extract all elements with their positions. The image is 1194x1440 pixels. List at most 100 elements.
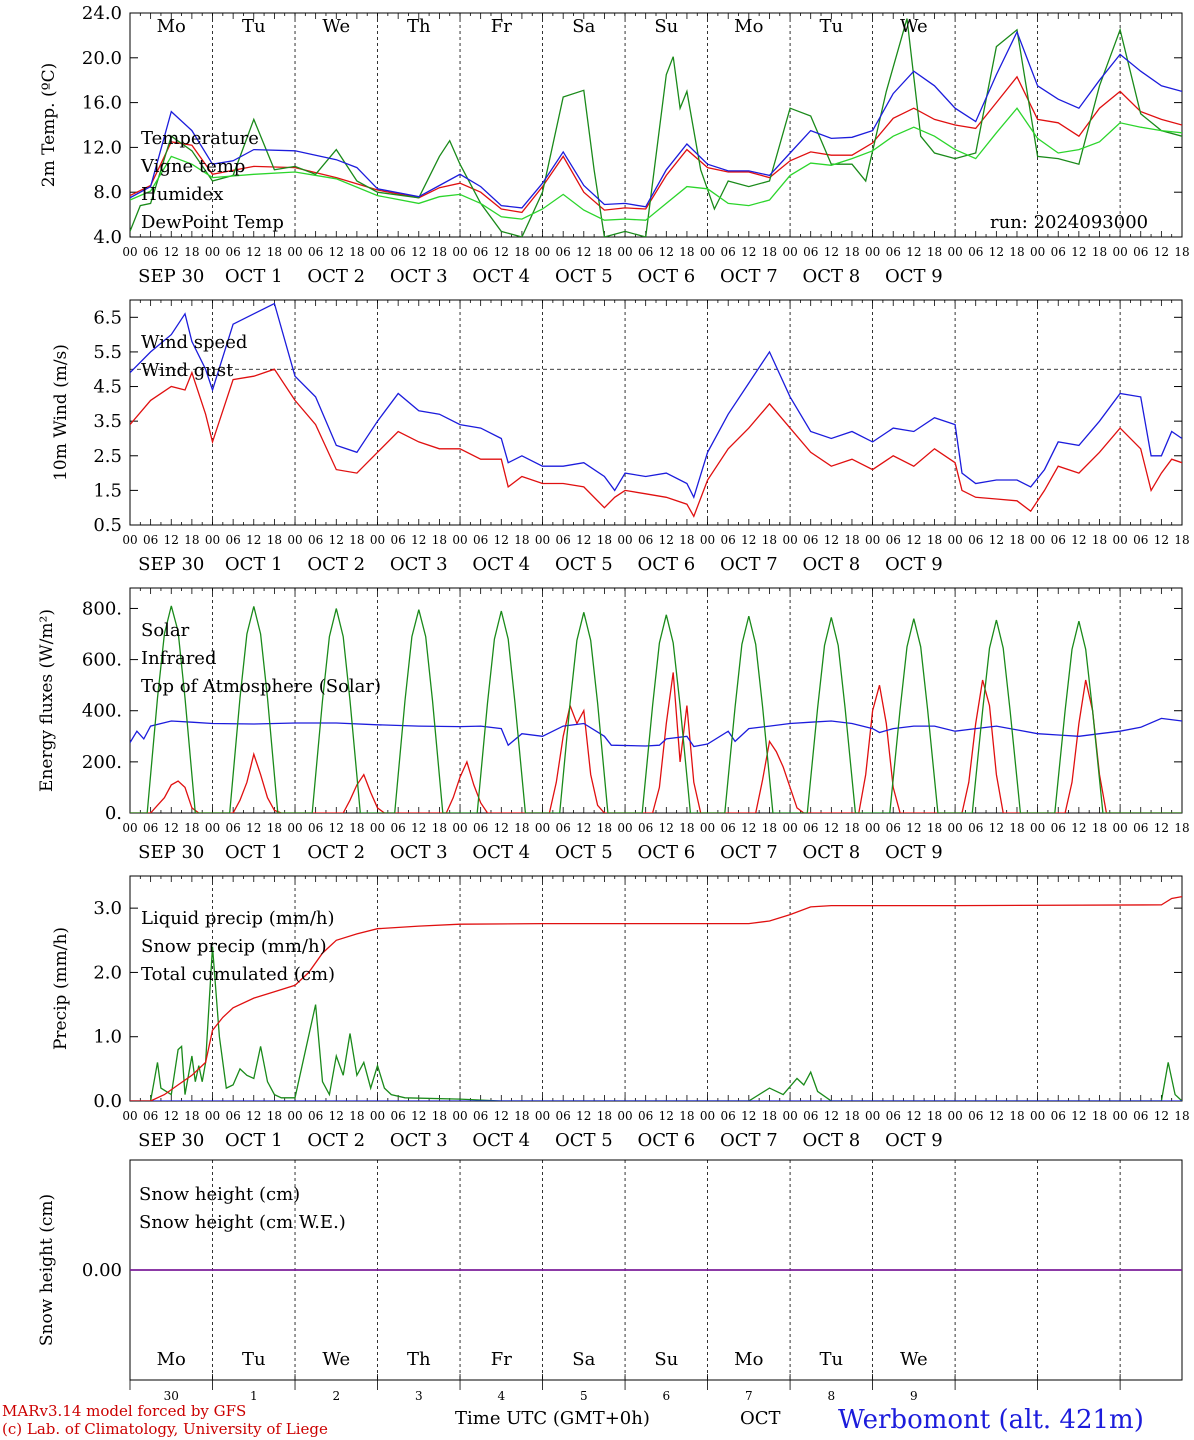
hour-tick-label: 18 (679, 245, 694, 259)
hour-tick-label: 18 (927, 533, 942, 547)
day-name-top: Tu (820, 16, 844, 37)
date-label: OCT 1 (225, 1130, 283, 1151)
date-label: OCT 6 (637, 266, 695, 287)
hour-tick-label: 00 (617, 821, 632, 835)
hour-tick-label: 18 (762, 533, 777, 547)
hour-tick-label: 18 (762, 1109, 777, 1123)
y-axis-label: Snow height (cm) (37, 1194, 57, 1346)
hour-tick-label: 06 (1133, 1109, 1148, 1123)
hour-tick-label: 12 (1154, 533, 1169, 547)
hour-tick-label: 12 (164, 533, 179, 547)
hour-tick-label: 06 (638, 821, 653, 835)
date-label: OCT 5 (555, 842, 613, 863)
day-number: 5 (580, 1389, 588, 1403)
date-label: OCT 2 (307, 1130, 365, 1151)
hour-tick-label: 12 (164, 1109, 179, 1123)
date-label: OCT 6 (637, 842, 695, 863)
hour-tick-label: 18 (267, 245, 282, 259)
date-label: SEP 30 (138, 1130, 204, 1151)
date-label: OCT 3 (390, 266, 448, 287)
hour-tick-label: 12 (906, 1109, 921, 1123)
hour-tick-label: 12 (494, 821, 509, 835)
hour-tick-label: 18 (844, 533, 859, 547)
hour-tick-label: 12 (411, 821, 426, 835)
day-name-top: Tu (242, 16, 266, 37)
hour-tick-label: 00 (205, 1109, 220, 1123)
hour-tick-label: 12 (741, 1109, 756, 1123)
hour-tick-label: 06 (1133, 821, 1148, 835)
hour-tick-label: 06 (803, 533, 818, 547)
hour-tick-label: 00 (122, 245, 137, 259)
y-axis-label: 10m Wind (m/s) (51, 344, 71, 481)
hour-tick-label: 00 (535, 245, 550, 259)
hour-tick-label: 06 (391, 533, 406, 547)
date-label: OCT 4 (472, 842, 530, 863)
footer-model: MARv3.14 model forced by GFS (2, 1402, 246, 1420)
hour-tick-label: 00 (947, 821, 962, 835)
hour-tick-label: 00 (700, 533, 715, 547)
footer-lab: (c) Lab. of Climatology, University of L… (2, 1420, 328, 1438)
date-label: OCT 4 (472, 266, 530, 287)
legend-solar: Solar (141, 620, 190, 641)
y-tick-label: 4.5 (93, 377, 122, 398)
date-label: OCT 8 (802, 1130, 860, 1151)
hour-tick-label: 00 (287, 1109, 302, 1123)
series-line-top-of-atmosphere-solar- (130, 605, 1182, 813)
y-tick-label: 4.0 (93, 227, 122, 248)
hour-tick-label: 00 (452, 821, 467, 835)
hour-tick-label: 12 (659, 821, 674, 835)
hour-tick-label: 00 (535, 821, 550, 835)
date-label: OCT 7 (720, 554, 778, 575)
hour-tick-label: 18 (1092, 533, 1107, 547)
y-tick-label: 0. (105, 803, 122, 824)
hour-tick-label: 12 (989, 1109, 1004, 1123)
date-label: OCT 9 (885, 266, 943, 287)
hour-tick-label: 12 (824, 1109, 839, 1123)
panel-frame (129, 587, 1183, 814)
hour-tick-label: 12 (1154, 245, 1169, 259)
series-line-liquid-precip-mm-h- (130, 946, 1182, 1101)
hour-tick-label: 00 (700, 821, 715, 835)
hour-tick-label: 06 (473, 821, 488, 835)
date-label: OCT 7 (720, 842, 778, 863)
legend-wind-speed: Wind speed (141, 332, 247, 353)
hour-tick-label: 06 (308, 821, 323, 835)
legend-top-of-atmosphere-solar-: Top of Atmosphere (Solar) (141, 676, 381, 697)
y-tick-label: 2.0 (93, 962, 122, 983)
station-label: Werbomont (alt. 421m) (838, 1405, 1144, 1435)
hour-tick-label: 18 (844, 1109, 859, 1123)
hour-tick-label: 00 (205, 821, 220, 835)
y-tick-label: 1.0 (93, 1027, 122, 1048)
hour-tick-label: 18 (1009, 533, 1024, 547)
hour-tick-label: 06 (225, 821, 240, 835)
y-tick-label: 600. (82, 650, 122, 671)
legend-wind-gust: Wind gust (141, 360, 234, 381)
hour-tick-label: 12 (329, 821, 344, 835)
day-number: 6 (662, 1389, 670, 1403)
date-label: OCT 6 (637, 554, 695, 575)
y-axis-label: Precip (mm/h) (51, 927, 71, 1050)
hour-tick-label: 00 (947, 245, 962, 259)
hour-tick-label: 12 (576, 821, 591, 835)
hour-tick-label: 00 (865, 245, 880, 259)
hour-tick-label: 00 (205, 533, 220, 547)
hour-tick-label: 12 (494, 245, 509, 259)
hour-tick-label: 12 (741, 533, 756, 547)
day-name-top: We (900, 16, 928, 37)
y-axis-label: 2m Temp. (ºC) (39, 63, 59, 188)
hour-tick-label: 06 (721, 533, 736, 547)
hour-tick-label: 00 (865, 821, 880, 835)
legend-temperature: Temperature (141, 128, 259, 149)
hour-tick-label: 12 (494, 533, 509, 547)
y-tick-label: 16.0 (82, 93, 122, 114)
day-name-top: Su (654, 16, 678, 37)
day-name-bottom: Tu (242, 1349, 266, 1370)
hour-tick-label: 18 (514, 821, 529, 835)
hour-tick-label: 06 (886, 821, 901, 835)
legend-vigne-temp: Vigne temp (140, 156, 245, 177)
hour-tick-label: 18 (1174, 245, 1189, 259)
day-name-bottom: We (900, 1349, 928, 1370)
hour-tick-label: 00 (122, 821, 137, 835)
hour-tick-label: 06 (721, 1109, 736, 1123)
date-label: OCT 3 (390, 842, 448, 863)
